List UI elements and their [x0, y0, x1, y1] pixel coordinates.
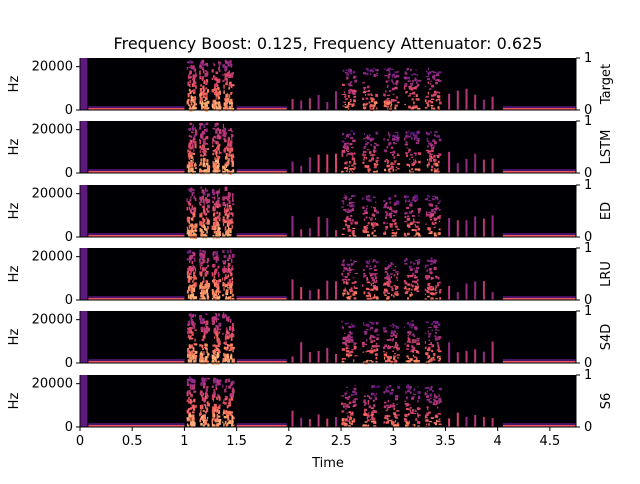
right-tick-label: 0: [584, 293, 592, 308]
y-tick-label: 20000: [32, 377, 73, 392]
right-tick-label: 1: [584, 51, 592, 66]
right-tick-label: 1: [584, 114, 592, 129]
x-tick-label: 3: [389, 434, 397, 449]
panel-lru: 0 20000 Hz 0 1 LRU: [7, 241, 614, 308]
y-axis-label: Hz: [7, 203, 22, 220]
panel-s4d: 0 20000 Hz 0 1 S4D: [7, 304, 614, 371]
y-tick-label: 20000: [32, 123, 73, 138]
y-tick-label: 0: [65, 166, 73, 181]
x-axis: 0 0.5 1 1.5 2 2.5 3 3.5 4 4.5: [76, 427, 560, 449]
spectrogram-energy: [80, 375, 576, 428]
y-axis-label: Hz: [7, 76, 22, 93]
y-tick-label: 0: [65, 293, 73, 308]
y-tick-label: 0: [65, 230, 73, 245]
spectrogram-energy: [80, 185, 576, 240]
y-axis-label: Hz: [7, 139, 22, 156]
x-tick-label: 4.5: [540, 434, 561, 449]
right-tick-label: 0: [584, 420, 592, 435]
x-tick-label: 0.5: [122, 434, 143, 449]
right-tick-label: 1: [584, 241, 592, 256]
spectrogram-energy: [80, 58, 576, 112]
y-tick-label: 0: [65, 103, 73, 118]
panel-label: LRU: [599, 261, 614, 287]
panel-label: LSTM: [599, 130, 614, 165]
right-tick-label: 0: [584, 230, 592, 245]
y-tick-label: 20000: [32, 60, 73, 75]
spectrogram-energy: [80, 248, 576, 302]
y-tick-label: 20000: [32, 250, 73, 265]
x-tick-label: 1.5: [226, 434, 247, 449]
panel-s6: 0 20000 Hz 0 1 S6: [7, 368, 614, 435]
x-tick-label: 3.5: [435, 434, 456, 449]
x-tick-label: 2.5: [331, 434, 352, 449]
spectrogram-panels: 020000Hz01Target020000Hz01LSTM020000Hz01…: [7, 51, 614, 435]
spectrogram-energy: [80, 121, 576, 175]
y-axis-label: Hz: [7, 393, 22, 410]
right-tick-label: 0: [584, 166, 592, 181]
x-axis-label: Time: [311, 456, 344, 471]
spectrogram-energy: [80, 311, 576, 366]
x-tick-label: 4: [494, 434, 502, 449]
panel-label: ED: [599, 202, 614, 220]
y-tick-label: 20000: [32, 187, 73, 202]
right-tick-label: 1: [584, 368, 592, 383]
right-tick-label: 1: [584, 178, 592, 193]
y-tick-label: 20000: [32, 313, 73, 328]
y-axis-label: Hz: [7, 266, 22, 283]
x-tick-label: 1: [180, 434, 188, 449]
x-tick-label: 2: [285, 434, 293, 449]
right-tick-label: 0: [584, 103, 592, 118]
x-tick-label: 0: [76, 434, 84, 449]
right-tick-label: 0: [584, 356, 592, 371]
panel-label: S6: [599, 393, 614, 410]
y-tick-label: 0: [65, 420, 73, 435]
panel-lstm: 0 20000 Hz 0 1 LSTM: [7, 114, 614, 181]
panel-label: Target: [599, 64, 614, 105]
panel-ed: 0 20000 Hz 0 1 ED: [7, 178, 614, 245]
chart-title: Frequency Boost: 0.125, Frequency Attenu…: [114, 34, 543, 53]
y-tick-label: 0: [65, 356, 73, 371]
right-tick-label: 1: [584, 304, 592, 319]
y-axis-label: Hz: [7, 329, 22, 346]
panel-target: 0 20000 Hz 0 1 Target: [7, 51, 614, 118]
panel-label: S4D: [599, 324, 614, 351]
